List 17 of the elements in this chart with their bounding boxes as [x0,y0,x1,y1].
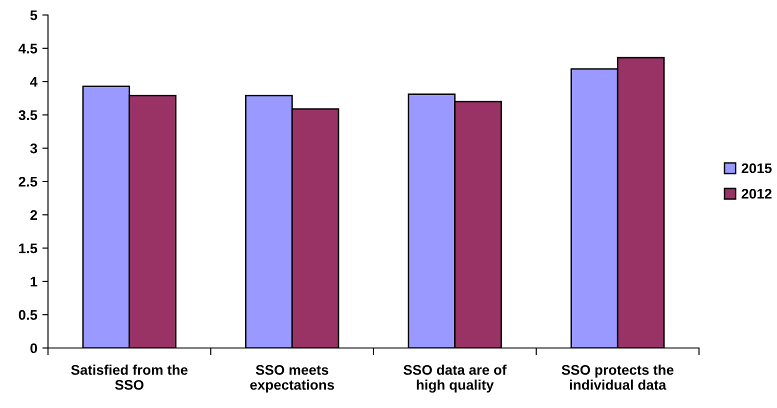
y-tick-label: 3.5 [18,110,38,120]
x-tick-label: Satisfied from the SSO [71,364,188,390]
y-tick-label: 0.5 [18,310,38,320]
legend-label: 2015 [742,163,772,174]
x-tick-label: SSO protects the individual data [562,364,674,390]
y-tick-label: 4 [30,77,38,87]
y-tick-label: 5 [30,10,38,20]
y-tick-label: 1.5 [19,244,38,254]
y-tick-label: 0 [30,343,38,354]
x-tick-label: SSO meets expectations [250,365,334,393]
legend-label: 2012 [742,188,772,199]
y-tick-label: 1 [30,276,38,286]
y-tick-label: 2 [30,210,38,220]
y-tick-label: 4.5 [18,44,38,54]
x-tick-label: SSO data are of high quality [404,364,507,393]
y-tick-label: 3 [30,144,38,154]
y-tick-label: 2.5 [18,176,38,187]
